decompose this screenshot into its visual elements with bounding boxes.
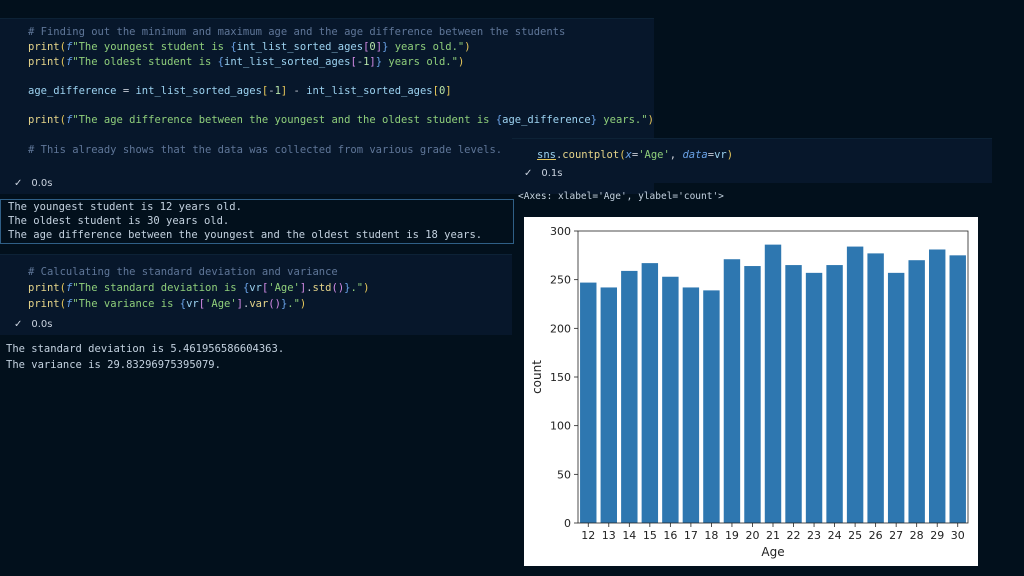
code-line: print(f"The age difference between the y… (28, 114, 654, 126)
x-tick-label: 30 (951, 529, 965, 542)
check-icon: ✓ (14, 319, 23, 330)
bar-age-16 (662, 276, 679, 523)
output-line: The variance is 29.83296975395079. (6, 359, 221, 371)
countplot-figure: 0 50 100 150 200 250 300 12 13 14 15 16 17 18 19 20 21 2… (524, 217, 978, 566)
output-area-1: The youngest student is 12 years old. Th… (0, 199, 514, 244)
y-tick-label: 50 (557, 468, 571, 481)
output-area-2: The standard deviation is 5.461956586604… (0, 342, 512, 378)
bar-age-21 (764, 244, 782, 524)
bar-age-26 (867, 253, 884, 523)
cell-status: ✓ 0.0s (14, 319, 53, 330)
x-tick-label: 25 (848, 529, 862, 542)
x-tick-label: 17 (684, 529, 698, 542)
y-tick-label: 0 (564, 517, 571, 530)
x-tick-label: 26 (869, 529, 883, 542)
x-tick-label: 14 (622, 529, 636, 542)
cell-status: ✓ 0.0s (14, 178, 53, 189)
bar-age-25 (846, 246, 864, 523)
countplot-chart: 0 50 100 150 200 250 300 12 13 14 15 16 17 18 19 20 21 2… (530, 225, 969, 559)
y-axis-label: count (530, 360, 544, 394)
x-tick-label: 12 (581, 529, 595, 542)
x-tick-label: 16 (663, 529, 677, 542)
y-tick-label: 150 (550, 371, 571, 384)
y-tick-label: 200 (550, 322, 571, 335)
bar-age-22 (785, 265, 802, 523)
output-line: The age difference between the youngest … (8, 229, 483, 241)
x-tick-label: 15 (643, 529, 657, 542)
bar-age-18 (703, 290, 720, 523)
code-editor-1[interactable]: # Finding out the minimum and maximum ag… (0, 19, 654, 169)
code-editor-3[interactable]: sns.countplot(x='Age', data=vr) (512, 139, 992, 165)
y-tick-label: 300 (550, 225, 571, 238)
x-tick-label: 27 (889, 529, 903, 542)
bar-age-24 (826, 265, 843, 523)
x-tick-label: 24 (828, 529, 842, 542)
bar-age-23 (805, 272, 823, 523)
bar-age-17 (682, 287, 700, 523)
x-tick-label: 22 (787, 529, 801, 542)
bar-age-12 (580, 282, 597, 523)
y-tick-label: 100 (550, 420, 571, 433)
code-cell-1[interactable]: # Finding out the minimum and maximum ag… (0, 18, 654, 194)
x-tick-label: 29 (930, 529, 944, 542)
x-axis-label: Age (761, 545, 784, 559)
bar-age-15 (641, 263, 659, 523)
output-line: The oldest student is 30 years old. (8, 215, 230, 227)
cell-status: ✓ 0.1s (524, 168, 563, 179)
code-line: print(f"The oldest student is {int_list_… (28, 56, 465, 68)
output-line: The standard deviation is 5.461956586604… (6, 343, 285, 355)
code-editor-2[interactable]: # Calculating the standard deviation and… (0, 255, 512, 315)
bar-age-14 (621, 270, 638, 523)
x-tick-label: 20 (745, 529, 759, 542)
x-tick-label: 21 (766, 529, 780, 542)
code-line: # This already shows that the data was c… (28, 144, 503, 156)
bar-age-13 (600, 287, 617, 523)
bar-age-20 (744, 266, 761, 523)
x-tick-label: 18 (704, 529, 718, 542)
axes-repr-output: <Axes: xlabel='Age', ylabel='count'> (518, 191, 724, 202)
x-tick-label: 13 (602, 529, 616, 542)
check-icon: ✓ (524, 168, 533, 179)
x-tick-label: 28 (910, 529, 924, 542)
bar-age-19 (723, 259, 741, 523)
output-line: The youngest student is 12 years old. (8, 201, 242, 213)
bar-age-28 (908, 260, 925, 523)
code-line: print(f"The youngest student is {int_lis… (28, 41, 471, 53)
code-line: print(f"The standard deviation is {vr['A… (28, 282, 370, 294)
bar-age-27 (887, 272, 905, 523)
code-cell-2[interactable]: # Calculating the standard deviation and… (0, 254, 512, 335)
x-tick-label: 19 (725, 529, 739, 542)
y-tick-label: 250 (550, 274, 571, 287)
code-line: # Finding out the minimum and maximum ag… (28, 26, 566, 38)
code-cell-3[interactable]: sns.countplot(x='Age', data=vr) ✓ 0.1s (512, 138, 992, 183)
check-icon: ✓ (14, 178, 23, 189)
bar-age-29 (929, 249, 946, 523)
x-tick-label: 23 (807, 529, 821, 542)
bar-age-30 (949, 255, 966, 524)
code-line: age_difference = int_list_sorted_ages[-1… (28, 85, 452, 97)
code-line: print(f"The variance is {vr['Age'].var()… (28, 298, 307, 310)
code-line: sns.countplot(x='Age', data=vr) (537, 149, 734, 161)
code-line: # Calculating the standard deviation and… (28, 266, 338, 278)
